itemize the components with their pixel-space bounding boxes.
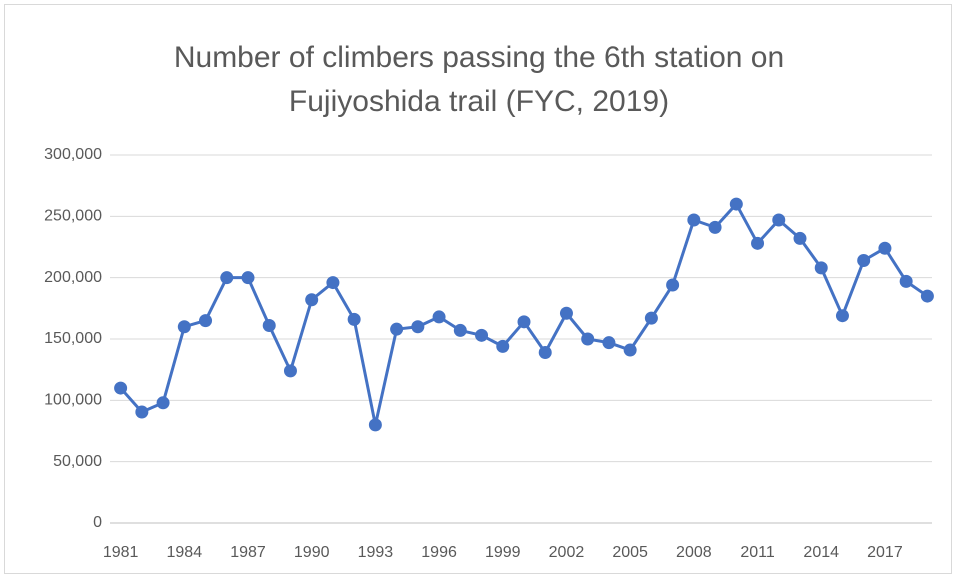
data-point (496, 339, 510, 353)
x-tick-label: 2011 (740, 544, 775, 561)
chart-title: Number of climbers passing the 6th stati… (173, 41, 785, 118)
data-point (857, 253, 871, 267)
chart-frame (4, 4, 952, 574)
data-point (517, 315, 531, 329)
data-point (538, 345, 552, 359)
data-point (708, 220, 722, 234)
x-tick-label: 2002 (549, 544, 585, 561)
data-point (793, 231, 807, 245)
y-tick-label: 250,000 (44, 208, 102, 225)
data-point (644, 311, 658, 325)
y-tick-label: 150,000 (44, 330, 102, 347)
x-tick-label: 1999 (485, 544, 521, 561)
data-point (177, 320, 191, 334)
data-point (220, 271, 234, 285)
data-point (368, 418, 382, 432)
data-point (241, 271, 255, 285)
data-point (156, 396, 170, 410)
y-tick-label: 100,000 (44, 392, 102, 409)
data-point (772, 213, 786, 227)
y-tick-label: 200,000 (44, 269, 102, 286)
data-point (666, 278, 680, 292)
x-tick-label: 2014 (803, 544, 839, 561)
y-tick-label: 300,000 (44, 146, 102, 163)
x-tick-label: 1987 (230, 544, 266, 561)
data-point (581, 332, 595, 346)
data-point (326, 276, 340, 290)
y-tick-label: 0 (93, 514, 102, 531)
data-point (602, 336, 616, 350)
data-point (835, 309, 849, 323)
data-point (814, 261, 828, 275)
x-tick-label: 2017 (867, 544, 903, 561)
x-tick-label: 2005 (612, 544, 648, 561)
data-point (305, 293, 319, 307)
data-point (432, 310, 446, 324)
data-point (729, 197, 743, 211)
x-tick-label: 1990 (294, 544, 330, 561)
data-point (390, 322, 404, 336)
data-point (347, 312, 361, 326)
data-point (878, 241, 892, 255)
data-point (411, 320, 425, 334)
y-tick-label: 50,000 (53, 453, 102, 470)
data-point (283, 364, 297, 378)
data-point (135, 405, 149, 419)
data-point (687, 213, 701, 227)
x-tick-label: 1984 (167, 544, 203, 561)
data-point (559, 306, 573, 320)
data-point (262, 319, 276, 333)
x-tick-label: 2008 (676, 544, 712, 561)
data-point (899, 274, 913, 288)
x-tick-label: 1996 (421, 544, 457, 561)
data-point (623, 343, 637, 357)
data-point (920, 289, 934, 303)
data-point (199, 314, 213, 328)
data-point (475, 328, 489, 342)
data-point (453, 323, 467, 337)
x-tick-label: 1981 (103, 544, 139, 561)
data-point (114, 381, 128, 395)
x-tick-label: 1993 (358, 544, 394, 561)
data-point (751, 236, 765, 250)
